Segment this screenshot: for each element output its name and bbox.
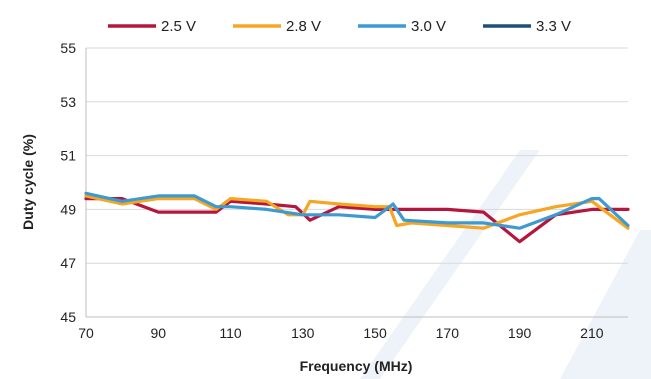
legend: 2.5 V 2.8 V 3.0 V 3.3 V [108,18,571,35]
y-tick-label: 49 [60,201,76,217]
legend-item: 2.8 V [233,18,321,35]
x-tick-label: 90 [150,325,166,341]
y-tick-labels: 45 47 49 51 53 55 [60,40,76,325]
legend-label: 3.0 V [411,18,446,35]
y-tick-label: 55 [60,40,76,56]
x-axis-title: Frequency (MHz) [300,358,413,374]
legend-label: 2.8 V [286,18,321,35]
y-tick-label: 51 [60,148,76,164]
x-tick-label: 130 [291,325,315,341]
y-tick-label: 47 [60,255,76,271]
watermark [360,150,651,379]
legend-item: 3.3 V [483,18,571,35]
x-tick-labels: 70 90 110 130 150 170 190 210 [78,325,604,341]
series-line-2 [84,191,630,230]
y-tick-label: 53 [60,94,76,110]
axes [85,48,628,318]
x-tick-label: 110 [219,325,242,341]
x-tick-label: 170 [436,325,460,341]
legend-item: 2.5 V [108,18,196,35]
grid [86,47,628,318]
y-tick-label: 45 [60,309,76,325]
y-axis-title: Duty cycle (%) [20,134,36,230]
x-tick-label: 70 [78,325,94,341]
x-tick-label: 210 [580,325,604,341]
x-tick-label: 190 [508,325,532,341]
series-line-1 [84,194,630,230]
legend-item: 3.0 V [358,18,446,35]
series-line-0 [84,197,630,244]
legend-label: 3.3 V [536,18,571,35]
legend-label: 2.5 V [161,18,196,35]
series-lines [84,191,630,244]
x-tick-label: 150 [363,325,387,341]
